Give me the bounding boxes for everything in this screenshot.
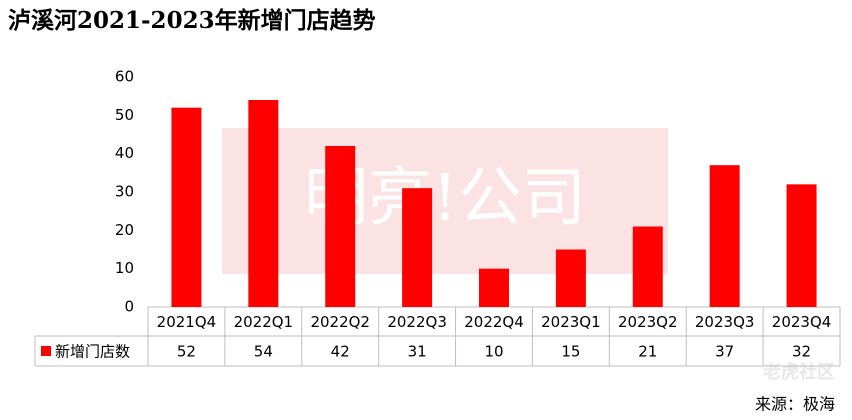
table-value: 15 bbox=[561, 343, 580, 361]
table-value: 54 bbox=[254, 343, 273, 361]
bar bbox=[171, 107, 202, 308]
bar bbox=[709, 165, 740, 307]
x-tick-label: 2021Q4 bbox=[157, 313, 217, 331]
x-tick-label: 2023Q4 bbox=[772, 313, 832, 331]
bar bbox=[786, 184, 817, 307]
table-value: 42 bbox=[331, 343, 350, 361]
legend-label: 新增门店数 bbox=[55, 343, 130, 361]
bar bbox=[325, 146, 356, 307]
x-tick-label: 2022Q1 bbox=[234, 313, 294, 331]
table-value: 10 bbox=[484, 343, 503, 361]
table-value: 52 bbox=[177, 343, 196, 361]
table-value: 37 bbox=[715, 343, 734, 361]
x-tick-label: 2023Q1 bbox=[541, 313, 601, 331]
y-tick-label: 20 bbox=[115, 221, 134, 239]
bar bbox=[402, 188, 433, 307]
source: 来源：极海 bbox=[755, 395, 835, 414]
table-value: 21 bbox=[638, 343, 657, 361]
chart-title: 泸溪河2021-2023年新增门店趋势 bbox=[8, 7, 376, 34]
bar bbox=[555, 249, 586, 307]
legend-swatch bbox=[41, 346, 51, 356]
y-tick-label: 40 bbox=[115, 144, 134, 162]
bar bbox=[632, 226, 663, 307]
x-tick-label: 2023Q2 bbox=[618, 313, 678, 331]
watermark: 老虎社区 bbox=[763, 361, 835, 383]
bar bbox=[248, 100, 279, 307]
x-tick-label: 2022Q3 bbox=[387, 313, 447, 331]
watermark-box bbox=[222, 128, 668, 274]
x-tick-label: 2022Q4 bbox=[464, 313, 524, 331]
y-tick-label: 50 bbox=[115, 106, 134, 124]
x-tick-label: 2023Q3 bbox=[695, 313, 755, 331]
bar bbox=[479, 268, 509, 307]
table-value: 31 bbox=[408, 343, 427, 361]
y-tick-label: 30 bbox=[115, 183, 134, 201]
x-tick-label: 2022Q2 bbox=[310, 313, 370, 331]
y-tick-label: 10 bbox=[115, 259, 134, 277]
y-tick-label: 60 bbox=[115, 68, 134, 86]
table-value: 32 bbox=[792, 343, 811, 361]
y-tick-label: 0 bbox=[124, 298, 134, 316]
